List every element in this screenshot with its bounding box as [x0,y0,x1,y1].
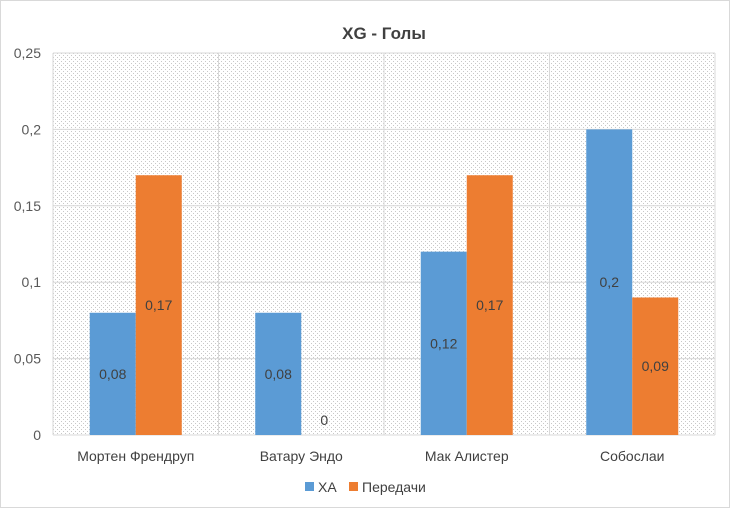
x-category-label: Собослаи [600,448,664,464]
legend-label: ХА [318,479,337,495]
bar-xa [420,251,467,435]
bar-xa [586,129,633,435]
legend: ХА Передачи [305,479,426,495]
data-label: 0,09 [642,358,669,374]
x-axis-categories: Мортен Френдруп Ватару Эндо Мак Алистер Соб… [77,448,664,464]
data-label: 0,2 [600,274,620,290]
legend-swatch [305,482,314,491]
legend-swatch [349,482,358,491]
bar-passes [135,175,182,436]
y-tick-label: 0,05 [14,351,41,367]
data-label: 0,12 [430,335,457,351]
bar-xa [89,312,136,435]
data-label: 0,08 [99,366,126,382]
bar-passes [466,175,513,436]
y-tick-label: 0,2 [22,121,42,137]
chart-title: XG - Голы [342,24,426,43]
y-tick-label: 0,15 [14,198,41,214]
x-category-label: Мортен Френдруп [77,448,194,464]
data-label: 0,17 [476,297,503,313]
data-label: 0,08 [265,366,292,382]
bar-xa [255,312,302,435]
y-tick-label: 0,1 [22,274,42,290]
x-category-label: Ватару Эндо [260,448,343,464]
bar-passes [632,297,679,435]
legend-label: Передачи [362,479,426,495]
bars [89,129,679,436]
y-tick-label: 0,25 [14,45,41,61]
y-axis-ticks: 0 0,05 0,1 0,15 0,2 0,25 [14,45,41,443]
data-label: 0 [320,412,328,428]
data-label: 0,17 [145,297,172,313]
x-category-label: Мак Алистер [425,448,509,464]
data-labels: 0,08 0,17 0,08 0 0,12 0,17 0,2 0,09 [99,274,669,428]
y-tick-label: 0 [33,427,41,443]
